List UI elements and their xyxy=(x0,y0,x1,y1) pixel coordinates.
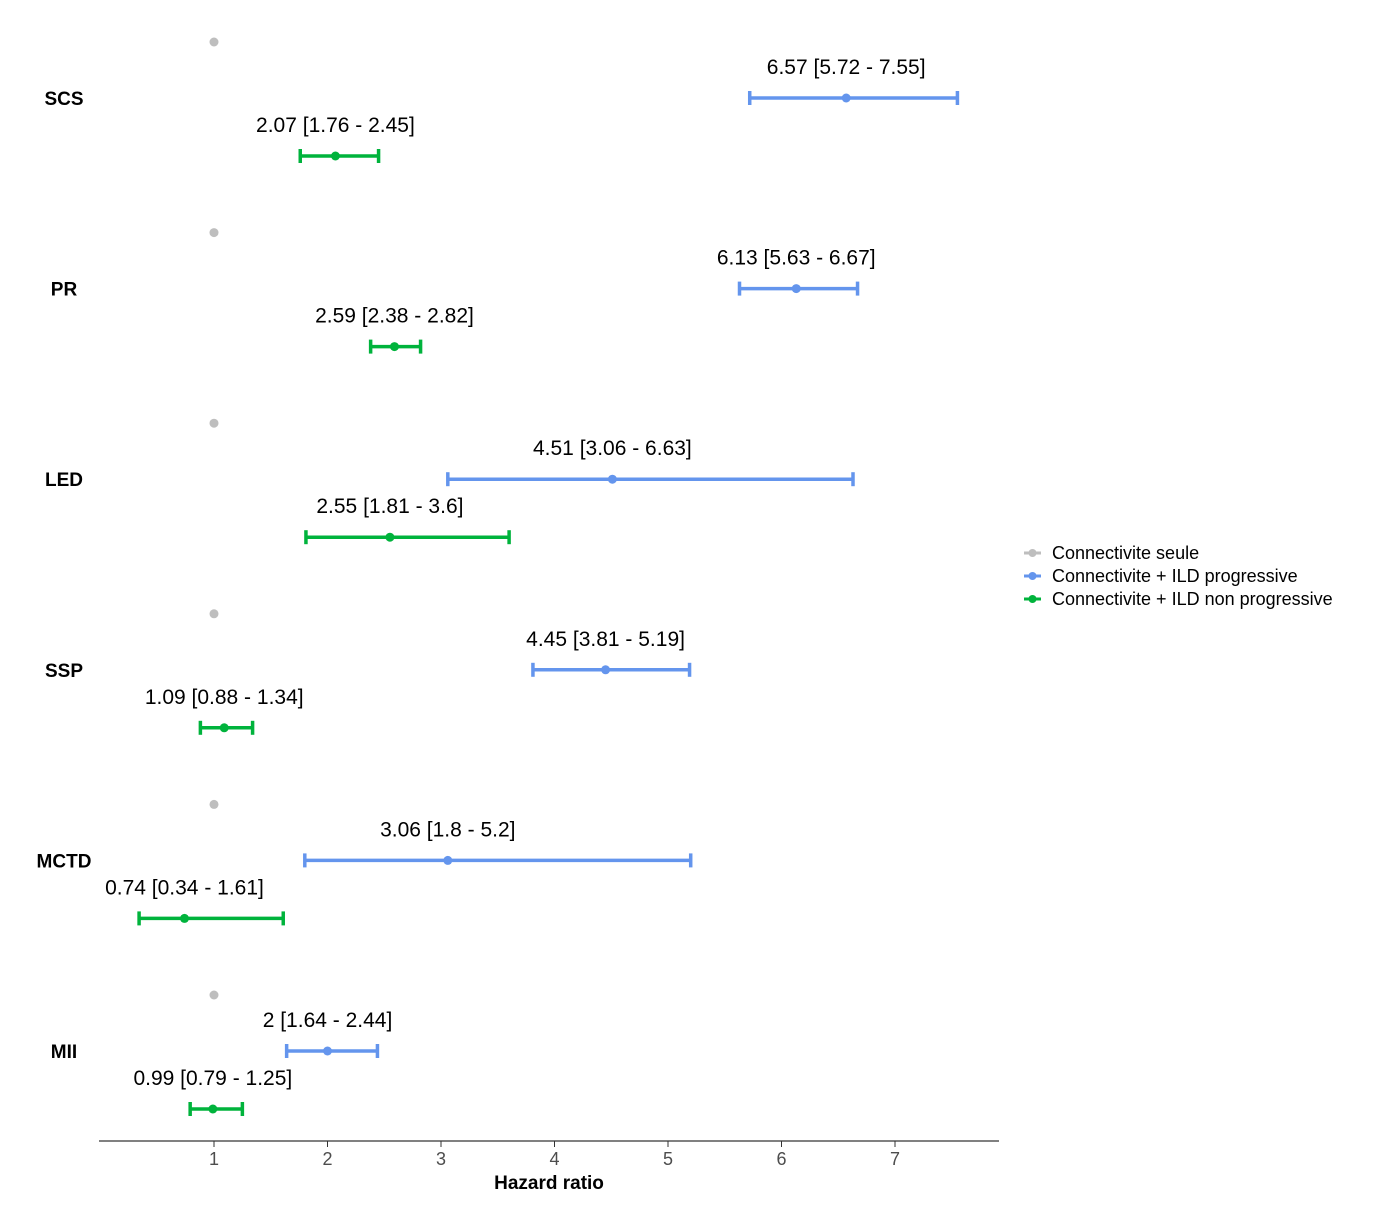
group-led-name: LED xyxy=(45,470,83,491)
plot-marks: SCS 6.57 [5.72 - 7.55] 2.07 [1.76 - 2.45] P… xyxy=(37,37,960,1116)
legend-key-point-0 xyxy=(1028,549,1037,557)
group-mctd-reference-point xyxy=(209,799,219,809)
group-pr-name: PR xyxy=(51,280,78,301)
group-pr-non-progressive-point xyxy=(389,342,399,352)
group-pr-reference-point xyxy=(209,228,219,238)
group-pr-progressive-point xyxy=(791,284,801,294)
x-tick-label-3: 3 xyxy=(436,1149,446,1169)
group-scs-reference-point xyxy=(209,37,219,47)
x-tick-label-7: 7 xyxy=(890,1149,900,1169)
group-mii-name: MII xyxy=(51,1042,77,1063)
group-ssp-non-progressive-label: 1.09 [0.88 - 1.34] xyxy=(145,686,304,709)
group-led-non-progressive-point xyxy=(385,532,395,542)
group-mii-non-progressive-point xyxy=(208,1104,218,1114)
group-ssp-progressive-point xyxy=(601,665,611,675)
group-scs-non-progressive-label: 2.07 [1.76 - 2.45] xyxy=(256,114,415,137)
group-led-progressive-point xyxy=(607,474,617,484)
group-mctd-progressive-point xyxy=(443,855,453,865)
x-tick-label-5: 5 xyxy=(663,1149,673,1169)
group-ssp-reference-point xyxy=(209,609,219,619)
x-tick-label-2: 2 xyxy=(322,1149,332,1169)
legend-key-point-1 xyxy=(1028,572,1037,580)
group-ssp-progressive-label: 4.45 [3.81 - 5.19] xyxy=(526,628,685,651)
group-mctd-non-progressive-label: 0.74 [0.34 - 1.61] xyxy=(105,876,264,899)
group-mii-progressive-point xyxy=(323,1046,332,1056)
group-led-reference-point xyxy=(209,418,219,428)
group-led-progressive-label: 4.51 [3.06 - 6.63] xyxy=(533,437,692,460)
group-scs-name: SCS xyxy=(44,89,83,110)
group-mctd-progressive-label: 3.06 [1.8 - 5.2] xyxy=(380,818,515,841)
group-mctd-non-progressive-point xyxy=(179,913,189,923)
x-tick-label-1: 1 xyxy=(209,1149,219,1169)
group-mii-reference-point xyxy=(209,990,219,1000)
group-pr-progressive-label: 6.13 [5.63 - 6.67] xyxy=(717,247,876,270)
legend: Connectivite seule Connectivite + ILD pro… xyxy=(1024,543,1333,609)
group-pr-non-progressive-label: 2.59 [2.38 - 2.82] xyxy=(315,305,474,328)
group-scs-non-progressive-point xyxy=(330,151,340,161)
group-scs-progressive-point xyxy=(841,93,851,103)
legend-label-2: Connectivite + ILD non progressive xyxy=(1052,589,1333,609)
legend-label-1: Connectivite + ILD progressive xyxy=(1052,566,1298,586)
x-tick-label-4: 4 xyxy=(549,1149,559,1169)
group-scs-progressive-label: 6.57 [5.72 - 7.55] xyxy=(767,56,926,79)
group-mii-progressive-label: 2 [1.64 - 2.44] xyxy=(263,1009,393,1032)
group-ssp-name: SSP xyxy=(45,661,83,682)
group-ssp-non-progressive-point xyxy=(219,723,229,733)
legend-key-point-2 xyxy=(1028,595,1037,603)
group-mii-non-progressive-label: 0.99 [0.79 - 1.25] xyxy=(133,1067,292,1090)
group-mctd-name: MCTD xyxy=(37,851,92,872)
group-led-non-progressive-label: 2.55 [1.81 - 3.6] xyxy=(316,495,463,518)
x-axis: 1 2 3 4 5 6 7 Hazard ratio xyxy=(99,1140,999,1194)
x-axis-title: Hazard ratio xyxy=(494,1173,604,1194)
legend-label-0: Connectivite seule xyxy=(1052,543,1199,563)
x-tick-label-6: 6 xyxy=(776,1149,786,1169)
